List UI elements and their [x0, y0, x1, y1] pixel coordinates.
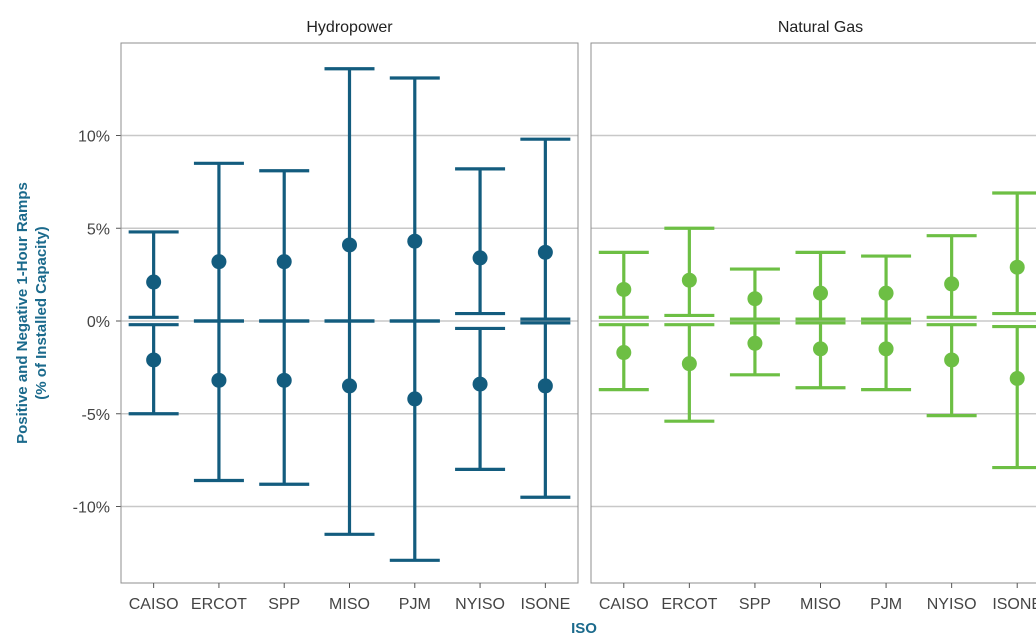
x-tick-label: MISO: [329, 596, 370, 613]
x-tick-label: SPP: [268, 596, 300, 613]
mean-point: [813, 285, 828, 301]
x-axis-title: ISO: [571, 620, 597, 637]
y-axis-title-line1: Positive and Negative 1-Hour Ramps: [14, 182, 31, 444]
mean-point: [211, 254, 227, 270]
mean-point: [616, 345, 632, 361]
y-axis-title-line2: (% of Installed Capacity): [33, 226, 50, 399]
x-tick-label: SPP: [739, 596, 771, 613]
facet-label: Hydropower: [306, 19, 393, 36]
mean-point: [681, 272, 697, 288]
mean-point: [747, 291, 763, 307]
x-tick-label: NYISO: [455, 596, 505, 613]
mean-point: [276, 372, 292, 388]
x-tick-label: CAISO: [129, 596, 179, 613]
y-tick-label: -10%: [73, 500, 110, 517]
x-tick-label: ERCOT: [661, 596, 717, 613]
mean-point: [472, 376, 488, 392]
y-tick-label: 5%: [87, 221, 110, 238]
x-tick-label: MISO: [800, 596, 841, 613]
mean-point: [1009, 259, 1025, 275]
mean-point: [878, 285, 894, 301]
mean-point: [472, 250, 488, 266]
mean-point: [276, 254, 292, 270]
mean-point: [407, 233, 423, 249]
mean-point: [146, 352, 162, 368]
x-tick-label: PJM: [399, 596, 431, 613]
mean-point: [681, 356, 697, 372]
x-tick-label: CAISO: [599, 596, 649, 613]
x-tick-label: ISONE: [992, 596, 1036, 613]
mean-point: [616, 281, 632, 297]
mean-point: [747, 335, 763, 351]
mean-point: [342, 237, 357, 253]
y-tick-label: 0%: [87, 314, 110, 331]
x-tick-label: PJM: [870, 596, 902, 613]
mean-point: [537, 244, 553, 260]
x-tick-label: ISONE: [520, 596, 570, 613]
mean-point: [944, 276, 960, 292]
mean-point: [211, 372, 227, 388]
mean-point: [146, 274, 162, 290]
mean-point: [1009, 371, 1025, 387]
mean-point: [878, 341, 894, 357]
y-tick-label: 10%: [78, 129, 110, 146]
x-tick-label: NYISO: [927, 596, 977, 613]
mean-point: [944, 352, 960, 368]
panel-border: [590, 42, 1036, 584]
mean-point: [342, 378, 357, 394]
x-tick-label: ERCOT: [191, 596, 247, 613]
y-tick-label: -5%: [82, 407, 110, 424]
mean-point: [407, 391, 423, 407]
mean-point: [537, 378, 553, 394]
facet-label: Natural Gas: [778, 19, 863, 36]
mean-point: [813, 341, 828, 357]
